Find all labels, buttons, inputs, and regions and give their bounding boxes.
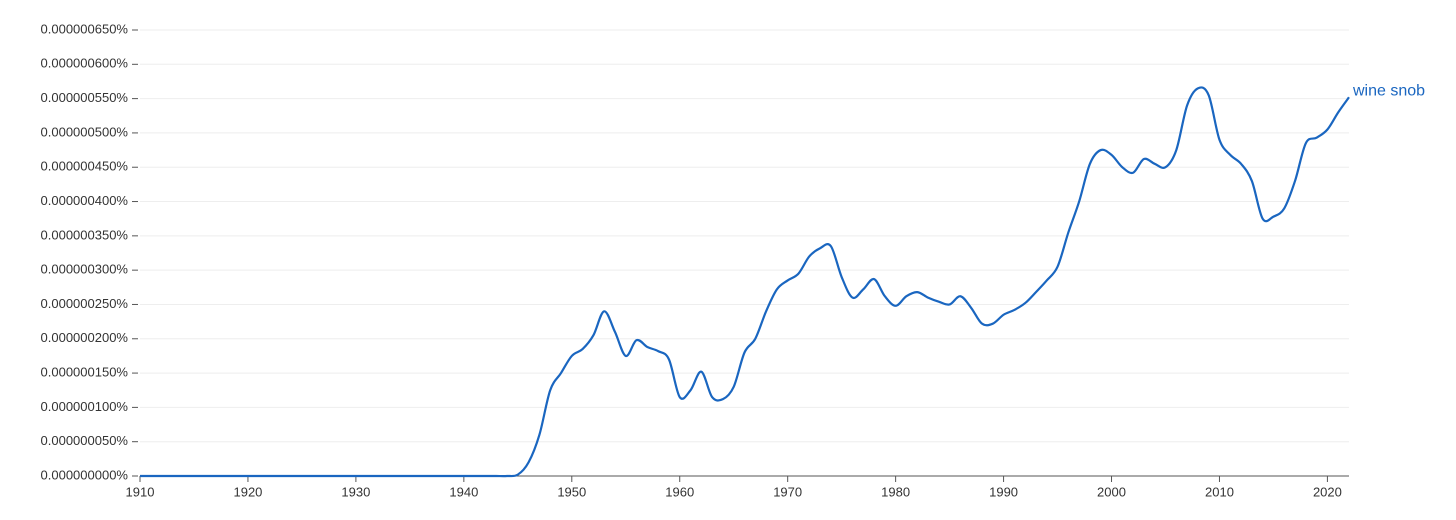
y-tick-label: 0.000000150%	[41, 365, 129, 380]
x-tick-label: 2020	[1313, 484, 1342, 499]
x-tick-label: 1960	[665, 484, 694, 499]
y-tick-label: 0.000000650%	[41, 21, 129, 36]
x-tick-label: 1990	[989, 484, 1018, 499]
x-tick-label: 1910	[126, 484, 155, 499]
x-tick-label: 1980	[881, 484, 910, 499]
x-tick-label: 1920	[233, 484, 262, 499]
y-tick-label: 0.000000450%	[41, 159, 129, 174]
x-tick-label: 1950	[557, 484, 586, 499]
line	[139, 86, 1350, 478]
y-tick-label: 0.000000200%	[41, 330, 129, 345]
y-tick-label: 0.000000550%	[41, 90, 129, 105]
y-tick-label: 0.000000050%	[41, 433, 129, 448]
y-tick-label: 0.000000250%	[41, 296, 129, 311]
x-tick-label: 2010	[1205, 484, 1234, 499]
x-tick-label: 2000	[1097, 484, 1126, 499]
y-tick-label: 0.000000100%	[41, 399, 129, 414]
y-tick-label: 0.000000350%	[41, 227, 129, 242]
x-tick-label: 1970	[773, 484, 802, 499]
y-tick-label: 0.000000500%	[41, 124, 129, 139]
y-tick-label: 0.000000600%	[41, 56, 129, 71]
y-tick-label: 0.000000300%	[41, 262, 129, 277]
series-label: wine snob	[1352, 82, 1425, 99]
y-tick-label: 0.000000400%	[41, 193, 129, 208]
x-tick-label: 1940	[449, 484, 478, 499]
x-tick-label: 1930	[341, 484, 370, 499]
y-tick-label: 0.000000000%	[41, 467, 129, 482]
